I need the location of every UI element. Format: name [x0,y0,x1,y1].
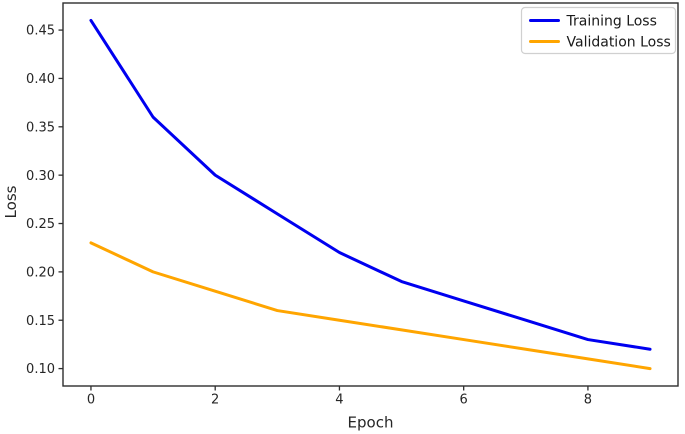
y-tick-label: 0.40 [26,72,55,87]
series-line-training-loss [89,18,652,351]
legend: Training Loss Validation Loss [520,6,677,55]
x-tick-label: 0 [87,393,95,408]
y-tick-label: 0.45 [26,24,55,39]
plot-frame [62,2,679,387]
y-tick-label: 0.20 [26,265,55,280]
x-tick-label: 4 [335,393,343,408]
series-line-validation-loss [89,241,652,371]
x-axis: 0 2 4 6 8 [87,386,592,408]
x-axis-label: Epoch [348,414,394,432]
plot-area [62,2,679,387]
legend-label: Validation Loss [567,35,671,51]
y-axis-label: Loss [2,185,20,218]
series-lines [89,18,652,371]
y-tick-label: 0.30 [26,169,55,184]
x-tick-label: 2 [211,393,219,408]
y-tick-label: 0.15 [26,314,55,329]
x-tick-label: 8 [584,393,592,408]
legend-label: Training Loss [566,14,657,30]
legend-box [520,6,677,55]
y-axis: 0.10 0.15 0.20 0.25 0.30 0.35 0.40 0.45 [26,24,63,377]
y-tick-label: 0.25 [26,217,55,232]
y-tick-label: 0.10 [26,362,55,377]
x-tick-label: 6 [460,393,468,408]
axis-labels: Epoch Loss [2,185,393,431]
y-tick-label: 0.35 [26,120,55,135]
